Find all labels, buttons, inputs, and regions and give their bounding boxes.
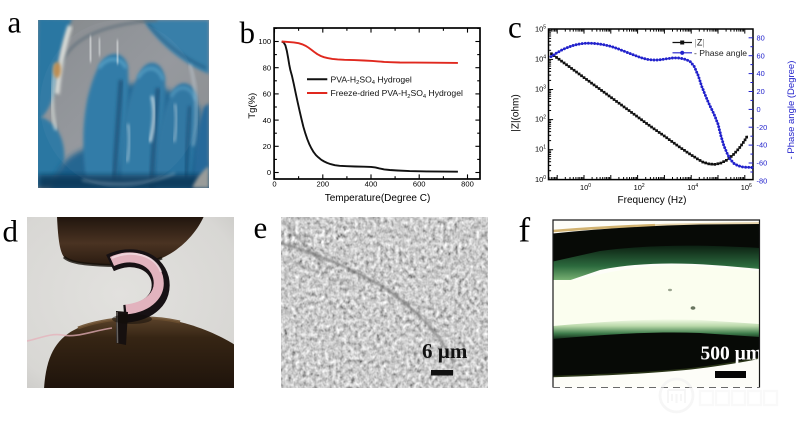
svg-text:|Z|(ohm): |Z|(ohm) — [511, 94, 522, 131]
svg-text:Temperature(Degree C): Temperature(Degree C) — [325, 193, 431, 204]
svg-text:60: 60 — [757, 51, 765, 60]
svg-text:104: 104 — [535, 54, 546, 63]
svg-text:-60: -60 — [757, 159, 768, 168]
svg-text:0: 0 — [272, 180, 276, 189]
svg-text:-20: -20 — [757, 123, 768, 132]
svg-text:80: 80 — [263, 63, 271, 72]
svg-text:105: 105 — [535, 24, 546, 33]
svg-text:104: 104 — [687, 183, 698, 192]
svg-text:80: 80 — [757, 33, 765, 42]
svg-text:-80: -80 — [757, 177, 768, 186]
svg-text:0: 0 — [267, 168, 271, 177]
svg-text:0: 0 — [757, 105, 761, 114]
svg-text:Frequency (Hz): Frequency (Hz) — [618, 195, 687, 206]
svg-text:800: 800 — [461, 180, 474, 189]
svg-text:e: e — [254, 210, 268, 245]
svg-text:100: 100 — [258, 37, 271, 46]
svg-text:b: b — [240, 15, 256, 50]
svg-text:- Phase angle: - Phase angle — [694, 48, 747, 58]
svg-text:40: 40 — [263, 116, 271, 125]
svg-text:102: 102 — [535, 115, 546, 124]
svg-text:60: 60 — [263, 90, 271, 99]
svg-text:a: a — [8, 5, 22, 40]
svg-text:400: 400 — [365, 180, 378, 189]
svg-text:102: 102 — [634, 183, 645, 192]
svg-text:500 µm: 500 µm — [701, 344, 763, 365]
svg-text:|Z|: |Z| — [695, 38, 705, 48]
svg-text:20: 20 — [757, 87, 765, 96]
svg-text:Tg(%): Tg(%) — [247, 93, 258, 119]
svg-text:6 µm: 6 µm — [422, 339, 468, 363]
svg-text:-40: -40 — [757, 141, 768, 150]
svg-text:PVA-H2SO4 Hydrogel: PVA-H2SO4 Hydrogel — [331, 74, 412, 86]
svg-text:101: 101 — [535, 145, 546, 154]
svg-text:f: f — [519, 211, 531, 250]
svg-text:- Phase angle (Degree): - Phase angle (Degree) — [786, 61, 797, 160]
svg-text:103: 103 — [535, 85, 546, 94]
svg-text:100: 100 — [580, 183, 591, 192]
svg-text:Freeze-dried PVA-H2SO4 Hydroge: Freeze-dried PVA-H2SO4 Hydrogel — [331, 88, 463, 100]
svg-text:106: 106 — [741, 183, 752, 192]
svg-text:100: 100 — [535, 175, 546, 184]
svg-text:c: c — [508, 10, 522, 45]
svg-text:20: 20 — [263, 142, 271, 151]
svg-text:d: d — [3, 214, 19, 249]
svg-text:600: 600 — [413, 180, 426, 189]
svg-text:40: 40 — [757, 69, 765, 78]
svg-text:200: 200 — [316, 180, 329, 189]
